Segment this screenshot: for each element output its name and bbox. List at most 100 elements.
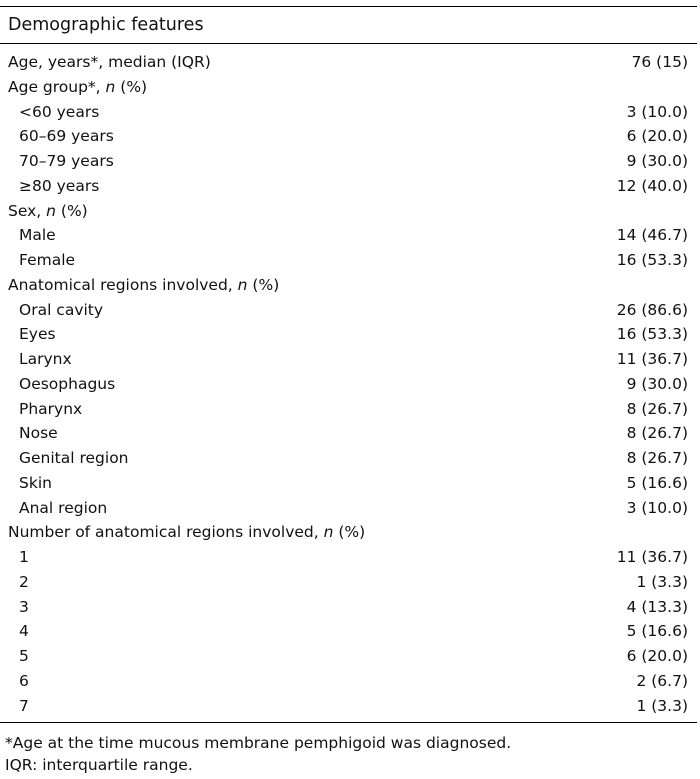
row-label: 2 [19,570,29,595]
row-label: Anatomical regions involved, n (%) [8,273,279,298]
row-label: 3 [19,595,29,620]
row-label-text: <60 years [19,102,100,121]
row-label-text: Nose [19,424,58,443]
row-label-suffix: (%) [247,275,280,294]
row-label-text: Oesophagus [19,374,116,393]
table-header: Demographic features [8,15,204,35]
table-row: Larynx 11 (36.7) [0,347,697,372]
row-label-text: 7 [19,696,29,715]
table-row: 60–69 years 6 (20.0) [0,124,697,149]
table-group-row: Number of anatomical regions involved, n… [0,520,697,545]
table-header-rule [0,43,697,44]
table-group-row: Age group*, n (%) [0,75,697,100]
row-value: 6 (20.0) [626,647,688,665]
row-label-suffix: (%) [333,523,366,542]
table-row: Anal region 3 (10.0) [0,496,697,521]
row-label: Male [19,223,56,248]
row-value: 11 (36.7) [616,350,688,368]
row-label-italic: n [46,201,56,220]
row-label-text: Anatomical regions involved, [8,275,238,294]
row-label-text: Number of anatomical regions involved, [8,523,324,542]
row-label-suffix: (%) [55,201,88,220]
row-label: Eyes [19,322,56,347]
table-row: 7 1 (3.3) [0,694,697,719]
table-row: Pharynx 8 (26.7) [0,397,697,422]
table-row: 3 4 (13.3) [0,595,697,620]
table-top-rule [0,6,697,7]
table-row: Oesophagus 9 (30.0) [0,372,697,397]
row-label: Anal region [19,496,107,521]
row-value: 1 (3.3) [636,572,688,591]
row-value: 2 (6.7) [636,671,688,690]
row-value: 16 (53.3) [616,251,688,269]
row-label: Oral cavity [19,298,103,323]
row-label-text: Skin [19,473,52,492]
row-value: 8 (26.7) [626,424,688,443]
row-label: ≥80 years [19,174,99,199]
table-bottom-rule [0,722,697,723]
row-label: Oesophagus [19,372,115,397]
row-label-text: ≥80 years [19,176,100,195]
row-label-suffix: (%) [115,77,148,96]
table-row: Female 16 (53.3) [0,248,697,273]
table-body: Age, years*, median (IQR) 76 (15) Age grou… [0,50,697,718]
footnote-age: *Age at the time mucous membrane pemphig… [5,734,512,752]
row-value: 5 (16.6) [626,473,688,492]
row-value: 26 (86.6) [616,300,688,319]
row-value: 8 (26.7) [626,449,688,467]
row-label-text: Age, years*, median (IQR) [8,53,211,71]
row-value: 14 (46.7) [616,226,688,245]
row-label: 4 [19,619,29,644]
table-group-row: Anatomical regions involved, n (%) [0,273,697,298]
table-group-row: Sex, n (%) [0,199,697,224]
footnote-iqr: IQR: interquartile range. [5,756,193,774]
row-label-text: Pharynx [19,399,83,418]
row-value: 1 (3.3) [636,696,688,715]
row-value: 76 (15) [631,53,688,71]
table-row: Oral cavity 26 (86.6) [0,298,697,323]
row-label: 70–79 years [19,149,114,174]
table-group-row: Age, years*, median (IQR) 76 (15) [0,50,697,75]
row-label-text: Genital region [19,449,129,467]
row-value: 4 (13.3) [626,597,688,616]
row-label-text: 3 [19,597,29,616]
row-label-text: 70–79 years [19,152,114,170]
row-label: 1 [19,545,29,570]
row-label-text: Female [19,251,76,269]
row-label: 60–69 years [19,124,114,149]
table-row: 70–79 years 9 (30.0) [0,149,697,174]
row-value: 6 (20.0) [626,127,688,146]
table-row: Eyes 16 (53.3) [0,322,697,347]
row-label: Pharynx [19,397,82,422]
row-label: Genital region [19,446,129,471]
row-label: Sex, n (%) [8,199,88,224]
table-row: ≥80 years 12 (40.0) [0,174,697,199]
table-row: Genital region 8 (26.7) [0,446,697,471]
table-row: Skin 5 (16.6) [0,471,697,496]
row-label-text: 60–69 years [19,127,114,146]
row-value: 16 (53.3) [616,325,688,344]
row-label: Age, years*, median (IQR) [8,50,211,75]
row-label-text: Anal region [19,498,108,517]
row-label: Number of anatomical regions involved, n… [8,520,365,545]
row-label: Larynx [19,347,72,372]
row-label: <60 years [19,100,99,125]
row-label-text: Larynx [19,350,72,368]
row-label: 5 [19,644,29,669]
row-label-italic: n [323,523,334,542]
row-label-text: Male [19,226,56,245]
row-label: Age group*, n (%) [8,75,147,100]
row-value: 3 (10.0) [626,102,688,121]
row-label: Female [19,248,75,273]
row-label-text: Age group*, [8,77,106,96]
row-label: Skin [19,471,52,496]
row-value: 9 (30.0) [626,374,688,393]
row-value: 3 (10.0) [626,498,688,517]
table-row: 4 5 (16.6) [0,619,697,644]
table-row: 1 11 (36.7) [0,545,697,570]
table-row: Nose 8 (26.7) [0,421,697,446]
row-label-text: Oral cavity [19,300,104,319]
table-row: Male 14 (46.7) [0,223,697,248]
row-label: 6 [19,669,29,694]
